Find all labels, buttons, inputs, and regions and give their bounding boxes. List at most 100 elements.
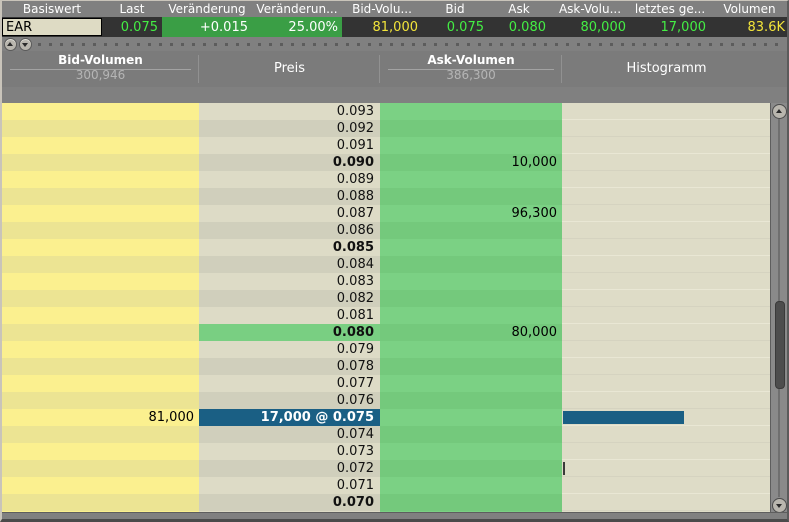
price-ladder[interactable]: 0.093 0.092 0.091 0.090 10,000 0.089 0.088 0.08… [2, 103, 787, 513]
price-cell[interactable]: 0.071 [199, 477, 380, 494]
ladder-row[interactable]: 0.071 [2, 477, 787, 494]
ask-volume-cell[interactable] [380, 188, 562, 205]
ladder-row[interactable]: 0.078 [2, 358, 787, 375]
scroll-up-button[interactable] [771, 103, 787, 119]
ladder-row[interactable]: 0.084 [2, 256, 787, 273]
header-separator[interactable] [198, 55, 199, 83]
bid-volume-cell[interactable] [2, 137, 199, 154]
ask-volume-cell[interactable] [380, 426, 562, 443]
ask-volume-cell[interactable]: 10,000 [380, 154, 562, 171]
price-cell[interactable]: 0.085 [199, 239, 380, 256]
ladder-row[interactable]: 0.074 [2, 426, 787, 443]
price-cell[interactable]: 0.091 [199, 137, 380, 154]
ladder-row[interactable]: 0.093 [2, 103, 787, 120]
bid-volume-cell[interactable] [2, 120, 199, 137]
ladder-row[interactable]: 0.076 [2, 392, 787, 409]
header-bid-volumen[interactable]: Bid-Volumen 300,946 [2, 51, 199, 87]
ask-volume-cell[interactable] [380, 443, 562, 460]
ask-volume-cell[interactable] [380, 137, 562, 154]
bid-volume-cell[interactable] [2, 154, 199, 171]
ask-volume-cell[interactable] [380, 120, 562, 137]
price-cell[interactable]: 0.077 [199, 375, 380, 392]
header-histogramm[interactable]: Histogramm [562, 51, 771, 87]
bid-volume-cell[interactable] [2, 273, 199, 290]
price-cell[interactable]: 17,000 @ 0.075 [199, 409, 380, 426]
ask-volume-cell[interactable] [380, 239, 562, 256]
price-cell[interactable]: 0.072 [199, 460, 380, 477]
summary-col-veraenderung-pct[interactable]: Veränderun... [256, 2, 338, 16]
bid-volume-cell[interactable] [2, 375, 199, 392]
price-cell[interactable]: 0.090 [199, 154, 380, 171]
bid-volume-cell[interactable] [2, 205, 199, 222]
header-preis[interactable]: Preis [199, 51, 380, 87]
price-cell[interactable]: 0.073 [199, 443, 380, 460]
summary-col-basiswert[interactable]: Basiswert [22, 2, 82, 16]
summary-col-last[interactable]: Last [119, 2, 145, 16]
ladder-row[interactable]: 0.085 [2, 239, 787, 256]
scrollbar-thumb[interactable] [775, 301, 785, 389]
bid-volume-cell[interactable] [2, 188, 199, 205]
ladder-row[interactable]: 0.079 [2, 341, 787, 358]
ladder-row[interactable]: 0.090 10,000 [2, 154, 787, 171]
price-cell[interactable]: 0.080 [199, 324, 380, 341]
ladder-row[interactable]: 0.086 [2, 222, 787, 239]
ask-volume-cell[interactable] [380, 341, 562, 358]
header-separator[interactable] [561, 55, 562, 83]
bid-volume-cell[interactable] [2, 477, 199, 494]
ask-volume-cell[interactable] [380, 358, 562, 375]
ladder-row[interactable]: 81,000 17,000 @ 0.075 [2, 409, 787, 426]
triangle-down-icon[interactable] [19, 37, 32, 51]
ask-volume-cell[interactable] [380, 460, 562, 477]
ladder-row[interactable]: 0.082 [2, 290, 787, 307]
header-separator[interactable] [379, 55, 380, 83]
ladder-row[interactable]: 0.077 [2, 375, 787, 392]
ladder-row[interactable]: 0.087 96,300 [2, 205, 787, 222]
ask-volume-cell[interactable] [380, 171, 562, 188]
ladder-row[interactable]: 0.088 [2, 188, 787, 205]
bid-volume-cell[interactable] [2, 222, 199, 239]
price-cell[interactable]: 0.070 [199, 494, 380, 511]
bid-volume-cell[interactable] [2, 426, 199, 443]
summary-col-letztes-gehandelt[interactable]: letztes ge... [634, 2, 706, 16]
ask-volume-cell[interactable] [380, 307, 562, 324]
bid-volume-cell[interactable] [2, 290, 199, 307]
price-cell[interactable]: 0.081 [199, 307, 380, 324]
bid-volume-cell[interactable] [2, 307, 199, 324]
price-cell[interactable]: 0.087 [199, 205, 380, 222]
price-cell[interactable]: 0.078 [199, 358, 380, 375]
ladder-row[interactable]: 0.091 [2, 137, 787, 154]
ask-volume-cell[interactable] [380, 494, 562, 511]
ask-volume-cell[interactable] [380, 477, 562, 494]
ask-volume-cell[interactable]: 80,000 [380, 324, 562, 341]
price-cell[interactable]: 0.084 [199, 256, 380, 273]
price-cell[interactable]: 0.089 [199, 171, 380, 188]
ask-volume-cell[interactable] [380, 409, 562, 426]
bid-volume-cell[interactable]: 81,000 [2, 409, 199, 426]
vertical-scrollbar[interactable] [770, 103, 787, 513]
bid-volume-cell[interactable] [2, 324, 199, 341]
ask-volume-cell[interactable] [380, 375, 562, 392]
ask-volume-cell[interactable] [380, 222, 562, 239]
bid-volume-cell[interactable] [2, 239, 199, 256]
bid-volume-cell[interactable] [2, 443, 199, 460]
ladder-row[interactable]: 0.092 [2, 120, 787, 137]
bid-volume-cell[interactable] [2, 256, 199, 273]
ask-volume-cell[interactable] [380, 392, 562, 409]
ask-volume-cell[interactable] [380, 103, 562, 120]
price-cell[interactable]: 0.079 [199, 341, 380, 358]
summary-col-veraenderung[interactable]: Veränderung [168, 2, 246, 16]
symbol-input[interactable]: EAR [2, 18, 102, 36]
scrollbar-track[interactable] [771, 119, 787, 497]
bid-volume-cell[interactable] [2, 103, 199, 120]
summary-col-ask-volumen[interactable]: Ask-Volu... [558, 2, 622, 16]
ladder-row[interactable]: 0.089 [2, 171, 787, 188]
price-cell[interactable]: 0.086 [199, 222, 380, 239]
bid-volume-cell[interactable] [2, 392, 199, 409]
ladder-row[interactable]: 0.083 [2, 273, 787, 290]
bid-volume-cell[interactable] [2, 358, 199, 375]
ladder-row[interactable]: 0.080 80,000 [2, 324, 787, 341]
summary-col-bid[interactable]: Bid [445, 2, 465, 16]
summary-col-bid-volumen[interactable]: Bid-Volu... [352, 2, 412, 16]
bid-volume-cell[interactable] [2, 494, 199, 511]
header-ask-volumen[interactable]: Ask-Volumen 386,300 [380, 51, 562, 87]
